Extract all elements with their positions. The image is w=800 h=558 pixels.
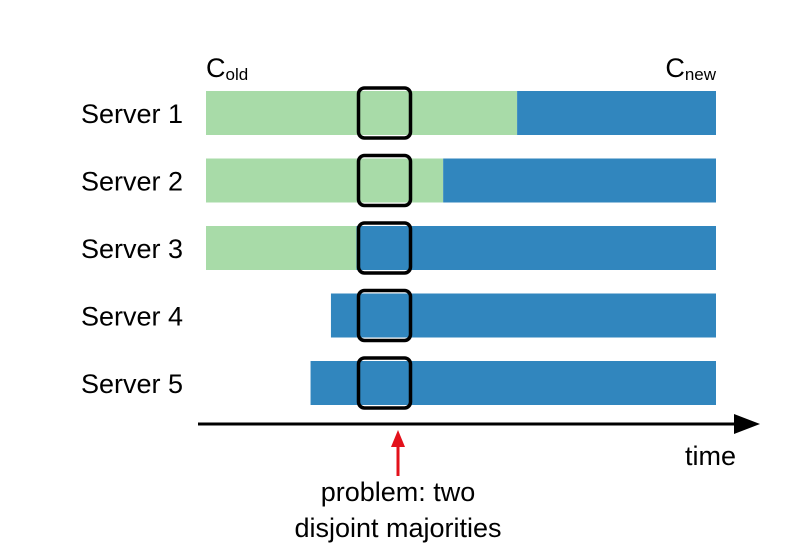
time-axis-arrowhead (734, 414, 760, 434)
server-1-highlight-box (356, 86, 413, 140)
server-2-new-config-bar (443, 158, 716, 203)
server-1-new-config-bar (517, 91, 716, 135)
server-5-new-config-bar (310, 361, 716, 405)
problem-arrow-head (391, 430, 405, 447)
server-3-highlight-box (356, 221, 413, 275)
server-2-label: Server 2 (81, 167, 183, 197)
server-2-old-config-bar (206, 158, 444, 203)
server-1-old-config-bar (206, 91, 518, 135)
server-rows: Server 1 Server 2 Server 3 Server 4 Server 5 (81, 91, 716, 405)
legend-old-base: C (206, 53, 226, 83)
server-4-highlight-box (356, 288, 413, 343)
server-5-highlight-box (356, 356, 413, 410)
problem-text-line2: disjoint majorities (294, 513, 501, 543)
legend-new-config: Cnew (665, 53, 716, 84)
server-5-label: Server 5 (81, 369, 183, 399)
problem-text-line1: problem: two (321, 477, 476, 507)
time-axis: time (198, 414, 760, 471)
problem-annotation: problem: two disjoint majorities (294, 430, 502, 543)
server-3-old-config-bar (206, 226, 357, 270)
server-2-highlight-box (356, 153, 413, 208)
server-4-new-config-bar (330, 293, 716, 338)
server-3-label: Server 3 (81, 234, 183, 264)
legend-old-config: Cold (206, 53, 248, 84)
server-3-new-config-bar (356, 226, 716, 270)
legend-new-sub: new (685, 65, 717, 84)
server-4-label: Server 4 (81, 302, 183, 332)
highlight-boxes (356, 86, 413, 410)
legend-new-base: C (665, 53, 685, 83)
legend-old-sub: old (226, 65, 249, 84)
time-axis-label: time (685, 441, 736, 471)
server-1-label: Server 1 (81, 99, 183, 129)
